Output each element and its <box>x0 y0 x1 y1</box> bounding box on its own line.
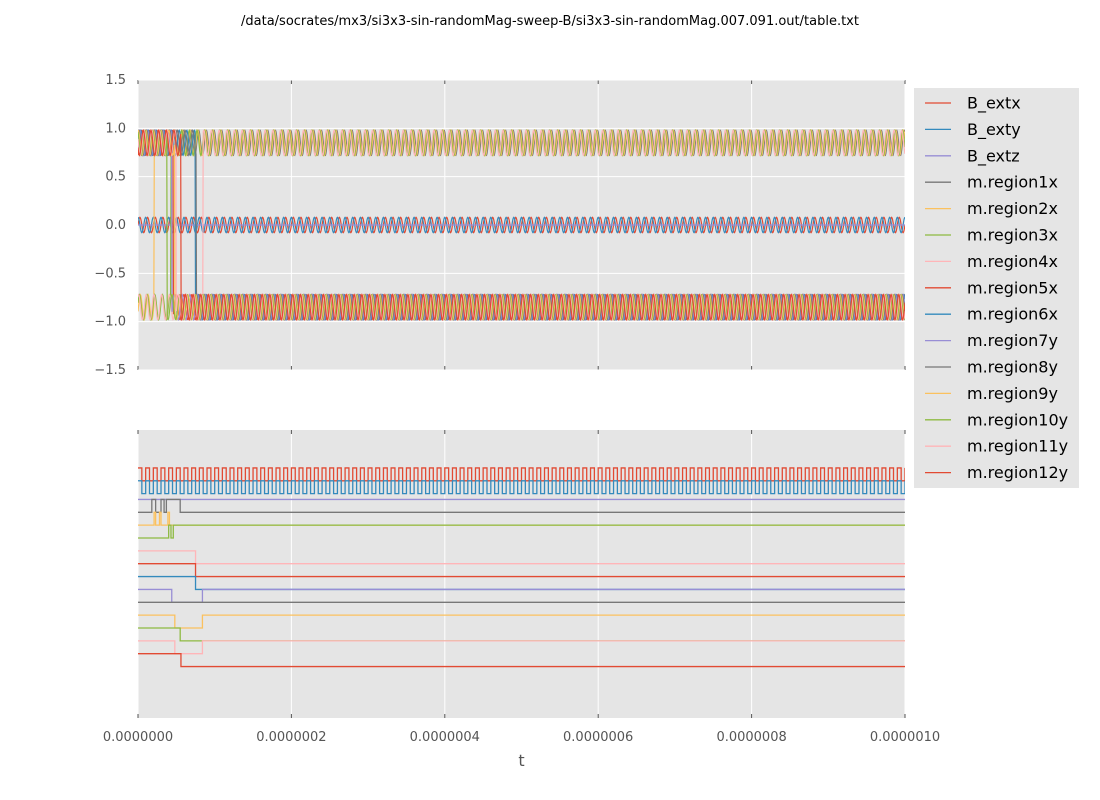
bottom-panel: 0.0000000 0.0000002 0.0000004 0.0000006 0.00… <box>103 430 940 770</box>
top-y-tick-label: −0.5 <box>94 266 126 281</box>
bottom-trace-m.region5x <box>138 563 905 578</box>
x-tick-label: 0.0000000 <box>103 730 173 745</box>
x-tick-label: 0.0000002 <box>256 730 326 745</box>
top-series-m.region4x <box>138 129 905 321</box>
top-y-tick-label: 0.5 <box>105 170 126 185</box>
top-series-m.region11y <box>138 129 905 321</box>
legend-label: m.region11y <box>967 437 1068 456</box>
x-tick-label: 0.0000010 <box>870 730 940 745</box>
legend-label: m.region6x <box>967 305 1058 324</box>
bottom-trace-m.region2x <box>138 511 905 526</box>
x-tick-label: 0.0000004 <box>410 730 480 745</box>
top-y-tick-label: 1.5 <box>105 73 126 88</box>
bottom-trace-m.region4x <box>138 550 905 565</box>
legend: B_extx B_exty B_extz m.region1x m.region2x m.… <box>914 88 1079 488</box>
legend-label: B_extz <box>967 146 1020 166</box>
legend-label: m.region3x <box>967 226 1058 245</box>
bottom-trace-m.region1x <box>138 498 905 513</box>
legend-label: m.region5x <box>967 278 1058 297</box>
legend-label: m.region9y <box>967 384 1058 403</box>
top-series-group <box>138 128 905 322</box>
legend-label: m.region2x <box>967 199 1058 218</box>
bottom-trace-m.region9y <box>138 614 905 629</box>
x-axis-label: t <box>518 751 524 770</box>
chart-title: /data/socrates/mx3/si3x3-sin-randomMag-s… <box>241 14 859 29</box>
top-y-tick-label: −1.0 <box>94 315 126 330</box>
x-tick-label: 0.0000008 <box>716 730 786 745</box>
legend-label: m.region7y <box>967 331 1058 350</box>
legend-label: m.region10y <box>967 410 1068 429</box>
bottom-trace-B_exty <box>138 480 905 495</box>
legend-label: m.region1x <box>967 173 1058 192</box>
legend-label: m.region8y <box>967 358 1058 377</box>
x-tick-label: 0.0000006 <box>563 730 633 745</box>
bottom-series-group <box>138 467 905 668</box>
top-series-B_exty <box>138 216 905 234</box>
bottom-trace-B_extx <box>138 467 905 482</box>
legend-label: m.region4x <box>967 252 1058 271</box>
bottom-trace-m.region11y <box>138 640 905 655</box>
bottom-trace-m.region3x <box>138 524 905 539</box>
bottom-trace-m.region12y <box>138 653 905 668</box>
top-y-tick-label: 0.0 <box>105 218 126 233</box>
legend-label: B_exty <box>967 120 1021 140</box>
legend-label: m.region12y <box>967 463 1068 482</box>
top-series-m.region12y <box>138 128 905 322</box>
top-y-tick-label: −1.5 <box>94 363 126 378</box>
top-panel: −1.5 −1.0 −0.5 0.0 0.5 1.0 1.5 <box>94 73 906 378</box>
legend-label: B_extx <box>967 94 1021 114</box>
top-y-tick-label: 1.0 <box>105 121 126 136</box>
